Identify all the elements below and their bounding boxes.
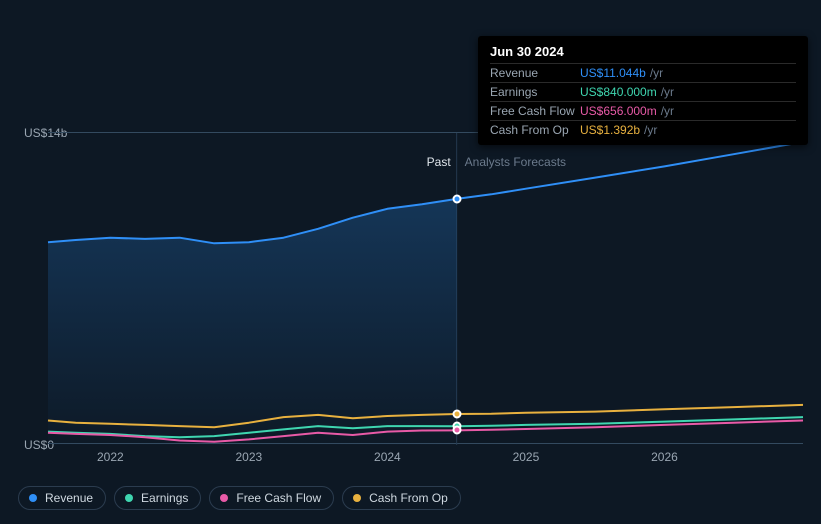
hover-dot-revenue [452, 194, 461, 203]
tooltip-row-unit: /yr [661, 85, 674, 99]
tooltip-row-label: Free Cash Flow [490, 104, 580, 118]
tooltip-row-value: US$840.000m [580, 85, 657, 99]
tooltip-row-value: US$1.392b [580, 123, 640, 137]
tooltip-row-unit: /yr [644, 123, 657, 137]
forecast-region-label: Analysts Forecasts [465, 155, 566, 169]
legend-dot-icon [125, 494, 133, 502]
tooltip-row-value: US$11.044b [580, 66, 646, 80]
legend-item-cash-from-op[interactable]: Cash From Op [342, 486, 461, 510]
hover-dot-cash_from_op [452, 409, 461, 418]
tooltip-row-value: US$656.000m [580, 104, 657, 118]
plot-area[interactable]: Past Analysts Forecasts [48, 132, 803, 444]
legend-item-earnings[interactable]: Earnings [114, 486, 201, 510]
tooltip-row-unit: /yr [650, 66, 663, 80]
tooltip-row-3: Cash From OpUS$1.392b/yr [490, 120, 796, 139]
chart-svg [48, 133, 803, 445]
tooltip-row-label: Earnings [490, 85, 580, 99]
legend-item-revenue[interactable]: Revenue [18, 486, 106, 510]
x-tick-2022: 2022 [97, 450, 124, 464]
legend-label: Earnings [141, 491, 188, 505]
tooltip-date: Jun 30 2024 [490, 44, 796, 63]
x-tick-2025: 2025 [513, 450, 540, 464]
x-tick-2026: 2026 [651, 450, 678, 464]
legend-dot-icon [220, 494, 228, 502]
legend-label: Revenue [45, 491, 93, 505]
earnings-forecast-chart: US$14b US$0 Past Analysts Forecasts 2022… [18, 18, 803, 468]
tooltip-row-label: Revenue [490, 66, 580, 80]
tooltip-row-1: EarningsUS$840.000m/yr [490, 82, 796, 101]
legend: Revenue Earnings Free Cash Flow Cash From O… [18, 486, 461, 510]
hover-tooltip: Jun 30 2024 RevenueUS$11.044b/yrEarnings… [478, 36, 808, 145]
legend-item-free-cash-flow[interactable]: Free Cash Flow [209, 486, 334, 510]
legend-label: Free Cash Flow [236, 491, 321, 505]
tooltip-row-2: Free Cash FlowUS$656.000m/yr [490, 101, 796, 120]
tooltip-row-unit: /yr [661, 104, 674, 118]
legend-dot-icon [29, 494, 37, 502]
tooltip-row-0: RevenueUS$11.044b/yr [490, 63, 796, 82]
legend-dot-icon [353, 494, 361, 502]
legend-label: Cash From Op [369, 491, 448, 505]
x-tick-2023: 2023 [236, 450, 263, 464]
past-region-label: Past [427, 155, 451, 169]
tooltip-row-label: Cash From Op [490, 123, 580, 137]
hover-dot-free_cash_flow [452, 426, 461, 435]
x-tick-2024: 2024 [374, 450, 401, 464]
